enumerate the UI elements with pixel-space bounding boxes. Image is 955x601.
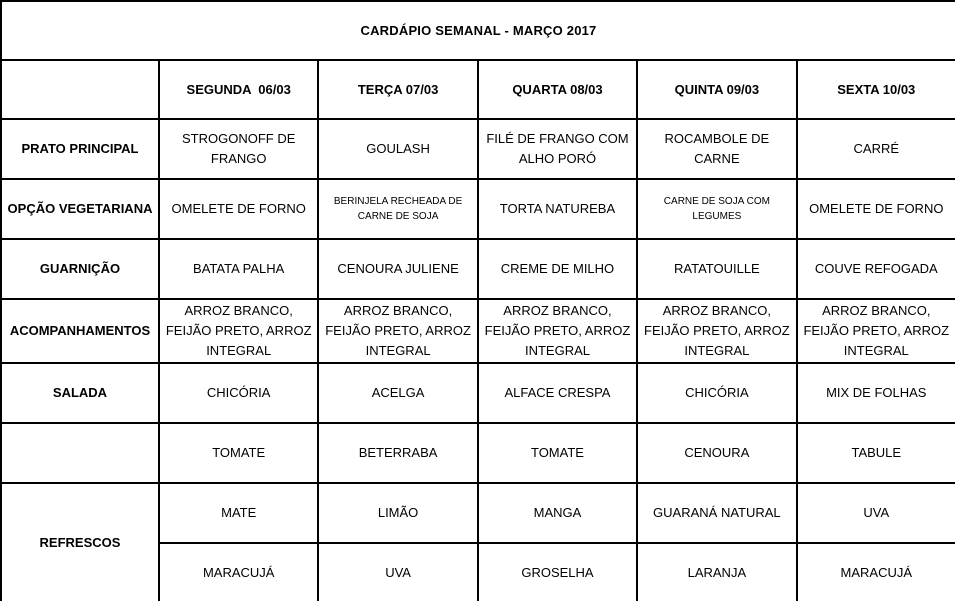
corner-cell	[0, 59, 160, 120]
menu-cell: CENOURA	[636, 422, 798, 485]
row-label: ACOMPANHAMENTOS	[0, 297, 160, 365]
row-label: SALADA	[0, 362, 160, 425]
table-row-salada-2: TOMATE BETERRABA TOMATE CENOURA TABULE	[0, 422, 955, 485]
menu-cell: UVA	[317, 542, 479, 601]
menu-cell: MIX DE FOLHAS	[795, 362, 955, 425]
menu-cell: ARROZ BRANCO, FEIJÃO PRETO, ARROZ INTEGR…	[636, 297, 798, 365]
menu-cell: LIMÃO	[317, 482, 479, 545]
table-row-salada: SALADA CHICÓRIA ACELGA ALFACE CRESPA CHI…	[0, 362, 955, 425]
menu-cell: ARROZ BRANCO, FEIJÃO PRETO, ARROZ INTEGR…	[157, 297, 320, 365]
menu-cell: COUVE REFOGADA	[795, 238, 955, 300]
day-header-row: SEGUNDA 06/03 TERÇA 07/03 QUARTA 08/03 Q…	[0, 59, 955, 120]
menu-cell: ARROZ BRANCO, FEIJÃO PRETO, ARROZ INTEGR…	[795, 297, 955, 365]
row-label: GUARNIÇÃO	[0, 238, 160, 300]
menu-cell: TORTA NATUREBA	[476, 178, 639, 240]
menu-cell: UVA	[795, 482, 955, 545]
table-row-guarnicao: GUARNIÇÃO BATATA PALHA CENOURA JULIENE C…	[0, 238, 955, 300]
menu-cell: MANGA	[476, 482, 639, 545]
menu-cell: LARANJA	[636, 542, 798, 601]
menu-cell: ROCAMBOLE DE CARNE	[636, 118, 798, 180]
menu-cell: FILÉ DE FRANGO COM ALHO PORÓ	[476, 118, 639, 180]
menu-cell: BATATA PALHA	[157, 238, 320, 300]
row-label: PRATO PRINCIPAL	[0, 118, 160, 180]
menu-cell: OMELETE DE FORNO	[795, 178, 955, 240]
menu-cell: CARNE DE SOJA COM LEGUMES	[636, 178, 798, 240]
menu-cell: TOMATE	[476, 422, 639, 485]
menu-cell: OMELETE DE FORNO	[157, 178, 320, 240]
column-header-terca: TERÇA 07/03	[317, 59, 479, 120]
menu-cell: RATATOUILLE	[636, 238, 798, 300]
menu-cell: ARROZ BRANCO, FEIJÃO PRETO, ARROZ INTEGR…	[317, 297, 479, 365]
menu-cell: ALFACE CRESPA	[476, 362, 639, 425]
menu-cell: GOULASH	[317, 118, 479, 180]
menu-cell: TABULE	[795, 422, 955, 485]
menu-cell: CHICÓRIA	[636, 362, 798, 425]
title-row: CARDÁPIO SEMANAL - MARÇO 2017	[0, 0, 955, 61]
menu-cell: MATE	[157, 482, 320, 545]
column-header-sexta: SEXTA 10/03	[795, 59, 955, 120]
menu-cell: MARACUJÁ	[157, 542, 320, 601]
column-header-segunda: SEGUNDA 06/03	[157, 59, 320, 120]
menu-cell: ACELGA	[317, 362, 479, 425]
menu-cell: BERINJELA RECHEADA DE CARNE DE SOJA	[317, 178, 479, 240]
table-row-refrescos-2: MARACUJÁ UVA GROSELHA LARANJA MARACUJÁ	[1, 542, 955, 601]
menu-cell: CREME DE MILHO	[476, 238, 639, 300]
row-label-refrescos: REFRESCOS	[0, 482, 160, 601]
table-row-acompanhamentos: ACOMPANHAMENTOS ARROZ BRANCO, FEIJÃO PRE…	[0, 297, 955, 365]
column-header-quinta: QUINTA 09/03	[636, 59, 798, 120]
page-title: CARDÁPIO SEMANAL - MARÇO 2017	[0, 0, 955, 61]
menu-cell: ARROZ BRANCO, FEIJÃO PRETO, ARROZ INTEGR…	[476, 297, 639, 365]
row-label-empty	[0, 422, 160, 485]
menu-cell: TOMATE	[157, 422, 320, 485]
menu-cell: GUARANÁ NATURAL	[636, 482, 798, 545]
menu-cell: BETERRABA	[317, 422, 479, 485]
column-header-quarta: QUARTA 08/03	[476, 59, 639, 120]
table-row-opcao-vegetariana: OPÇÃO VEGETARIANA OMELETE DE FORNO BERIN…	[0, 178, 955, 240]
menu-cell: MARACUJÁ	[795, 542, 955, 601]
table-row-prato-principal: PRATO PRINCIPAL STROGONOFF DE FRANGO GOU…	[0, 118, 955, 180]
row-label: OPÇÃO VEGETARIANA	[0, 178, 160, 240]
menu-cell: CENOURA JULIENE	[317, 238, 479, 300]
menu-cell: CARRÉ	[795, 118, 955, 180]
table-row-refrescos-1: REFRESCOS MATE LIMÃO MANGA GUARANÁ NATUR…	[0, 482, 955, 601]
menu-cell: STROGONOFF DE FRANGO	[157, 118, 320, 180]
menu-cell: CHICÓRIA	[157, 362, 320, 425]
menu-cell: GROSELHA	[476, 542, 639, 601]
